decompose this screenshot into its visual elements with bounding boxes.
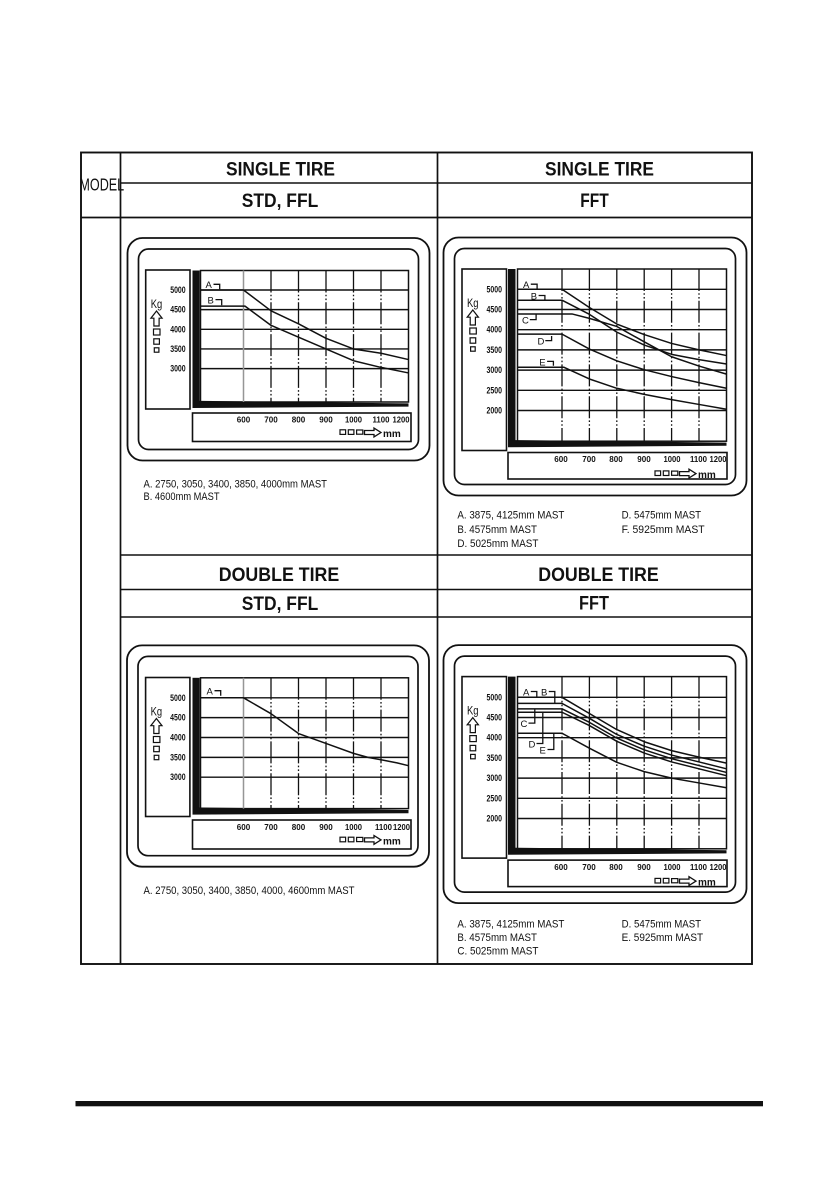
svg-text:5000: 5000 xyxy=(487,284,503,294)
svg-text:B: B xyxy=(541,687,547,698)
svg-text:1000: 1000 xyxy=(664,862,681,872)
svg-text:800: 800 xyxy=(292,822,306,832)
svg-text:1200: 1200 xyxy=(393,415,410,425)
svg-text:800: 800 xyxy=(292,415,306,425)
svg-text:A. 3875, 4125mm MAST: A. 3875, 4125mm MAST xyxy=(457,919,564,931)
svg-text:Kg: Kg xyxy=(467,298,479,310)
svg-text:DOUBLE TIRE: DOUBLE TIRE xyxy=(219,565,340,586)
svg-text:MODEL: MODEL xyxy=(79,176,124,196)
svg-text:700: 700 xyxy=(582,862,596,872)
svg-text:B. 4575mm MAST: B. 4575mm MAST xyxy=(457,932,537,944)
svg-text:E: E xyxy=(540,746,546,757)
svg-text:Kg: Kg xyxy=(467,706,479,718)
svg-text:4000: 4000 xyxy=(170,324,186,334)
svg-text:B: B xyxy=(531,291,537,302)
svg-text:Kg: Kg xyxy=(151,707,163,719)
svg-text:3500: 3500 xyxy=(487,345,503,355)
svg-text:1000: 1000 xyxy=(345,415,362,425)
svg-text:STD, FFL: STD, FFL xyxy=(242,594,319,615)
svg-text:3000: 3000 xyxy=(487,773,503,783)
svg-text:4500: 4500 xyxy=(170,305,186,315)
svg-text:5000: 5000 xyxy=(170,693,186,703)
svg-text:1100: 1100 xyxy=(690,862,707,872)
svg-text:D. 5475mm MAST: D. 5475mm MAST xyxy=(622,510,702,522)
svg-text:B. 4600mm MAST: B. 4600mm MAST xyxy=(144,491,220,503)
svg-text:700: 700 xyxy=(264,822,278,832)
svg-text:3000: 3000 xyxy=(170,772,186,782)
svg-text:600: 600 xyxy=(237,822,251,832)
svg-text:1200: 1200 xyxy=(710,862,727,872)
svg-text:700: 700 xyxy=(582,454,596,464)
svg-text:4000: 4000 xyxy=(487,733,503,743)
svg-text:1100: 1100 xyxy=(375,822,392,832)
svg-text:C: C xyxy=(522,316,529,327)
svg-text:900: 900 xyxy=(319,415,333,425)
svg-text:600: 600 xyxy=(554,862,568,872)
svg-text:A. 2750, 3050, 3400, 3850, 400: A. 2750, 3050, 3400, 3850, 4000mm MAST xyxy=(144,479,328,491)
svg-text:3500: 3500 xyxy=(170,344,186,354)
svg-text:1200: 1200 xyxy=(393,822,410,832)
svg-text:C: C xyxy=(521,719,528,730)
svg-text:A. 2750, 3050, 3400, 3850, 400: A. 2750, 3050, 3400, 3850, 4000, 4600mm … xyxy=(144,885,355,897)
svg-text:D: D xyxy=(529,740,536,751)
svg-text:A: A xyxy=(523,687,530,698)
svg-text:2000: 2000 xyxy=(487,406,503,416)
svg-text:mm: mm xyxy=(698,470,716,481)
svg-text:B. 4575mm MAST: B. 4575mm MAST xyxy=(457,524,537,536)
svg-text:3000: 3000 xyxy=(487,365,503,375)
svg-text:E. 5925mm MAST: E. 5925mm MAST xyxy=(622,932,704,944)
svg-text:5000: 5000 xyxy=(170,285,186,295)
svg-text:B: B xyxy=(208,296,214,307)
svg-text:3000: 3000 xyxy=(170,364,186,374)
svg-text:700: 700 xyxy=(264,415,278,425)
svg-text:900: 900 xyxy=(319,822,333,832)
svg-text:4000: 4000 xyxy=(170,733,186,743)
svg-text:D: D xyxy=(538,337,545,348)
svg-text:A. 3875, 4125mm MAST: A. 3875, 4125mm MAST xyxy=(457,510,564,522)
svg-text:2500: 2500 xyxy=(487,385,503,395)
svg-text:3500: 3500 xyxy=(487,753,503,763)
svg-text:5000: 5000 xyxy=(487,692,503,702)
svg-text:600: 600 xyxy=(237,415,251,425)
svg-text:800: 800 xyxy=(609,454,623,464)
svg-text:4000: 4000 xyxy=(487,325,503,335)
svg-text:mm: mm xyxy=(383,836,401,847)
svg-text:4500: 4500 xyxy=(487,713,503,723)
svg-text:900: 900 xyxy=(637,454,651,464)
svg-text:1000: 1000 xyxy=(664,454,681,464)
svg-text:2000: 2000 xyxy=(487,814,503,824)
svg-text:mm: mm xyxy=(698,878,716,889)
svg-text:1200: 1200 xyxy=(710,454,727,464)
svg-text:600: 600 xyxy=(554,454,568,464)
svg-text:FFT: FFT xyxy=(580,191,609,212)
svg-text:SINGLE TIRE: SINGLE TIRE xyxy=(226,160,335,181)
svg-text:mm: mm xyxy=(383,429,401,440)
svg-text:DOUBLE TIRE: DOUBLE TIRE xyxy=(538,565,659,586)
svg-text:4500: 4500 xyxy=(487,305,503,315)
svg-text:800: 800 xyxy=(609,862,623,872)
svg-text:D. 5475mm MAST: D. 5475mm MAST xyxy=(622,919,702,931)
svg-text:1100: 1100 xyxy=(690,454,707,464)
svg-text:SINGLE TIRE: SINGLE TIRE xyxy=(545,160,654,181)
svg-text:FFT: FFT xyxy=(579,594,609,615)
svg-text:3500: 3500 xyxy=(170,752,186,762)
svg-text:4500: 4500 xyxy=(170,713,186,723)
svg-text:900: 900 xyxy=(637,862,651,872)
svg-text:F. 5925mm MAST: F. 5925mm MAST xyxy=(622,524,705,536)
svg-text:D. 5025mm MAST: D. 5025mm MAST xyxy=(457,538,538,550)
svg-text:A: A xyxy=(207,687,214,698)
svg-text:Kg: Kg xyxy=(151,299,163,311)
svg-text:C. 5025mm MAST: C. 5025mm MAST xyxy=(457,946,538,958)
svg-text:A: A xyxy=(206,280,213,291)
svg-text:A: A xyxy=(523,280,530,291)
svg-text:STD, FFL: STD, FFL xyxy=(242,191,319,212)
svg-text:E: E xyxy=(539,357,545,368)
svg-text:1100: 1100 xyxy=(373,415,390,425)
svg-text:2500: 2500 xyxy=(487,793,503,803)
svg-text:1000: 1000 xyxy=(345,822,362,832)
